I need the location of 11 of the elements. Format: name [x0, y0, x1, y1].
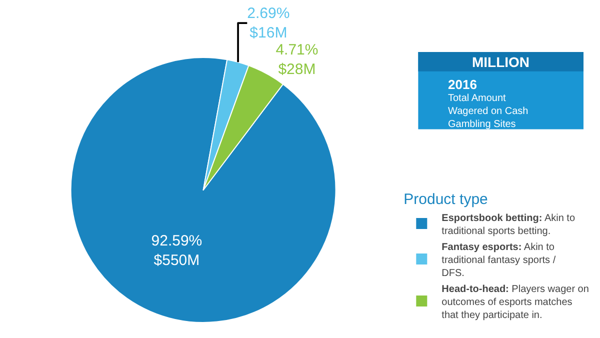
- legend-label: Esportsbook betting: Akin to traditional sports betting.: [442, 212, 576, 237]
- legend-label: Fantasy esports: Akin to traditional fantasy sports / DFS.: [442, 242, 556, 279]
- data-label: 2.69% $16M: [247, 4, 290, 42]
- text: Total Amount Wagered on Cash Gambling Sites: [448, 93, 528, 130]
- legend-title: Product type: [404, 190, 488, 208]
- text: MILLION: [472, 54, 530, 70]
- text: 2016: [448, 77, 477, 92]
- legend-label: Head-to-head: Players wager on outcomes of esports matches that they participate in.: [442, 284, 589, 321]
- pie-slice: [70, 57, 336, 323]
- data-label: 4.71% $28M: [276, 41, 318, 78]
- data-label: 92.59% $550M: [151, 232, 202, 269]
